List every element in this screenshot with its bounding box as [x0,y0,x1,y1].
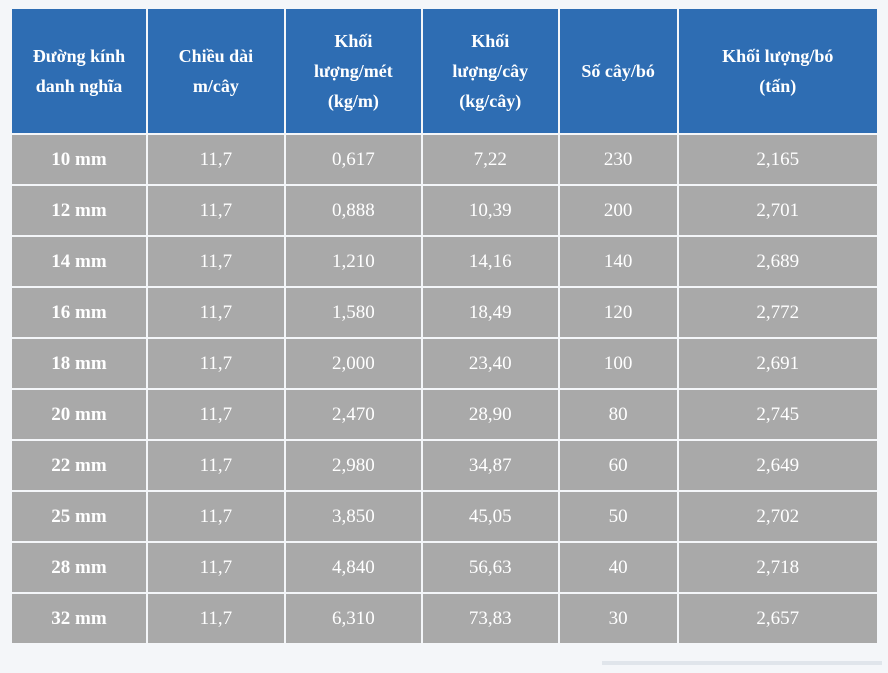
cell-length: 11,7 [147,543,284,592]
cell-weight-per-bundle: 2,691 [678,339,877,388]
cell-weight-per-bar: 45,05 [422,492,558,541]
cell-diameter: 25 mm [12,492,146,541]
steel-specification-table: Đường kính danh nghĩa Chiều dài m/cây Kh… [10,7,879,645]
cell-bars-per-bundle: 50 [559,492,677,541]
cell-bars-per-bundle: 140 [559,237,677,286]
cell-length: 11,7 [147,339,284,388]
cell-diameter: 32 mm [12,594,146,643]
cell-length: 11,7 [147,288,284,337]
cell-weight-per-meter: 2,980 [285,441,421,490]
cell-diameter: 28 mm [12,543,146,592]
table-row: 10 mm 11,7 0,617 7,22 230 2,165 [12,135,877,184]
header-row: Đường kính danh nghĩa Chiều dài m/cây Kh… [12,9,877,133]
cell-diameter: 22 mm [12,441,146,490]
cell-length: 11,7 [147,594,284,643]
cell-weight-per-bar: 28,90 [422,390,558,439]
cell-weight-per-bundle: 2,772 [678,288,877,337]
cell-weight-per-bar: 14,16 [422,237,558,286]
cell-bars-per-bundle: 120 [559,288,677,337]
table-row: 14 mm 11,7 1,210 14,16 140 2,689 [12,237,877,286]
table-row: 25 mm 11,7 3,850 45,05 50 2,702 [12,492,877,541]
cell-length: 11,7 [147,135,284,184]
cell-length: 11,7 [147,492,284,541]
cell-weight-per-bundle: 2,165 [678,135,877,184]
cell-diameter: 18 mm [12,339,146,388]
cell-weight-per-bar: 73,83 [422,594,558,643]
cell-weight-per-meter: 2,470 [285,390,421,439]
cell-weight-per-bundle: 2,745 [678,390,877,439]
cell-weight-per-bundle: 2,689 [678,237,877,286]
cell-bars-per-bundle: 40 [559,543,677,592]
table-row: 16 mm 11,7 1,580 18,49 120 2,772 [12,288,877,337]
header-weight-per-meter: Khối lượng/mét (kg/m) [285,9,421,133]
cell-weight-per-meter: 1,210 [285,237,421,286]
cell-weight-per-meter: 0,617 [285,135,421,184]
cell-weight-per-bar: 10,39 [422,186,558,235]
table-row: 20 mm 11,7 2,470 28,90 80 2,745 [12,390,877,439]
cell-diameter: 10 mm [12,135,146,184]
table-body: 10 mm 11,7 0,617 7,22 230 2,165 12 mm 11,7 0,888… [12,135,877,643]
cell-diameter: 14 mm [12,237,146,286]
cell-weight-per-bar: 23,40 [422,339,558,388]
cell-bars-per-bundle: 100 [559,339,677,388]
header-bars-per-bundle: Số cây/bó [559,9,677,133]
cell-weight-per-meter: 3,850 [285,492,421,541]
cell-weight-per-bundle: 2,702 [678,492,877,541]
header-nominal-diameter: Đường kính danh nghĩa [12,9,146,133]
table-row: 32 mm 11,7 6,310 73,83 30 2,657 [12,594,877,643]
cell-bars-per-bundle: 80 [559,390,677,439]
cell-diameter: 16 mm [12,288,146,337]
cell-length: 11,7 [147,237,284,286]
cell-weight-per-meter: 4,840 [285,543,421,592]
cell-weight-per-meter: 2,000 [285,339,421,388]
cell-weight-per-bar: 56,63 [422,543,558,592]
cell-length: 11,7 [147,186,284,235]
cell-weight-per-meter: 0,888 [285,186,421,235]
cell-bars-per-bundle: 60 [559,441,677,490]
cell-weight-per-bundle: 2,718 [678,543,877,592]
header-weight-per-bundle: Khối lượng/bó (tấn) [678,9,877,133]
cell-bars-per-bundle: 200 [559,186,677,235]
table-row: 12 mm 11,7 0,888 10,39 200 2,701 [12,186,877,235]
cell-weight-per-bundle: 2,649 [678,441,877,490]
table-row: 18 mm 11,7 2,000 23,40 100 2,691 [12,339,877,388]
cell-diameter: 12 mm [12,186,146,235]
cell-length: 11,7 [147,441,284,490]
cell-bars-per-bundle: 230 [559,135,677,184]
header-weight-per-bar: Khối lượng/cây (kg/cây) [422,9,558,133]
cell-bars-per-bundle: 30 [559,594,677,643]
cell-weight-per-bundle: 2,657 [678,594,877,643]
table-row: 22 mm 11,7 2,980 34,87 60 2,649 [12,441,877,490]
cell-weight-per-bar: 34,87 [422,441,558,490]
cell-weight-per-bar: 7,22 [422,135,558,184]
watermark [602,661,882,665]
cell-weight-per-bundle: 2,701 [678,186,877,235]
cell-weight-per-bar: 18,49 [422,288,558,337]
cell-diameter: 20 mm [12,390,146,439]
cell-weight-per-meter: 6,310 [285,594,421,643]
header-length: Chiều dài m/cây [147,9,284,133]
cell-length: 11,7 [147,390,284,439]
table-row: 28 mm 11,7 4,840 56,63 40 2,718 [12,543,877,592]
cell-weight-per-meter: 1,580 [285,288,421,337]
